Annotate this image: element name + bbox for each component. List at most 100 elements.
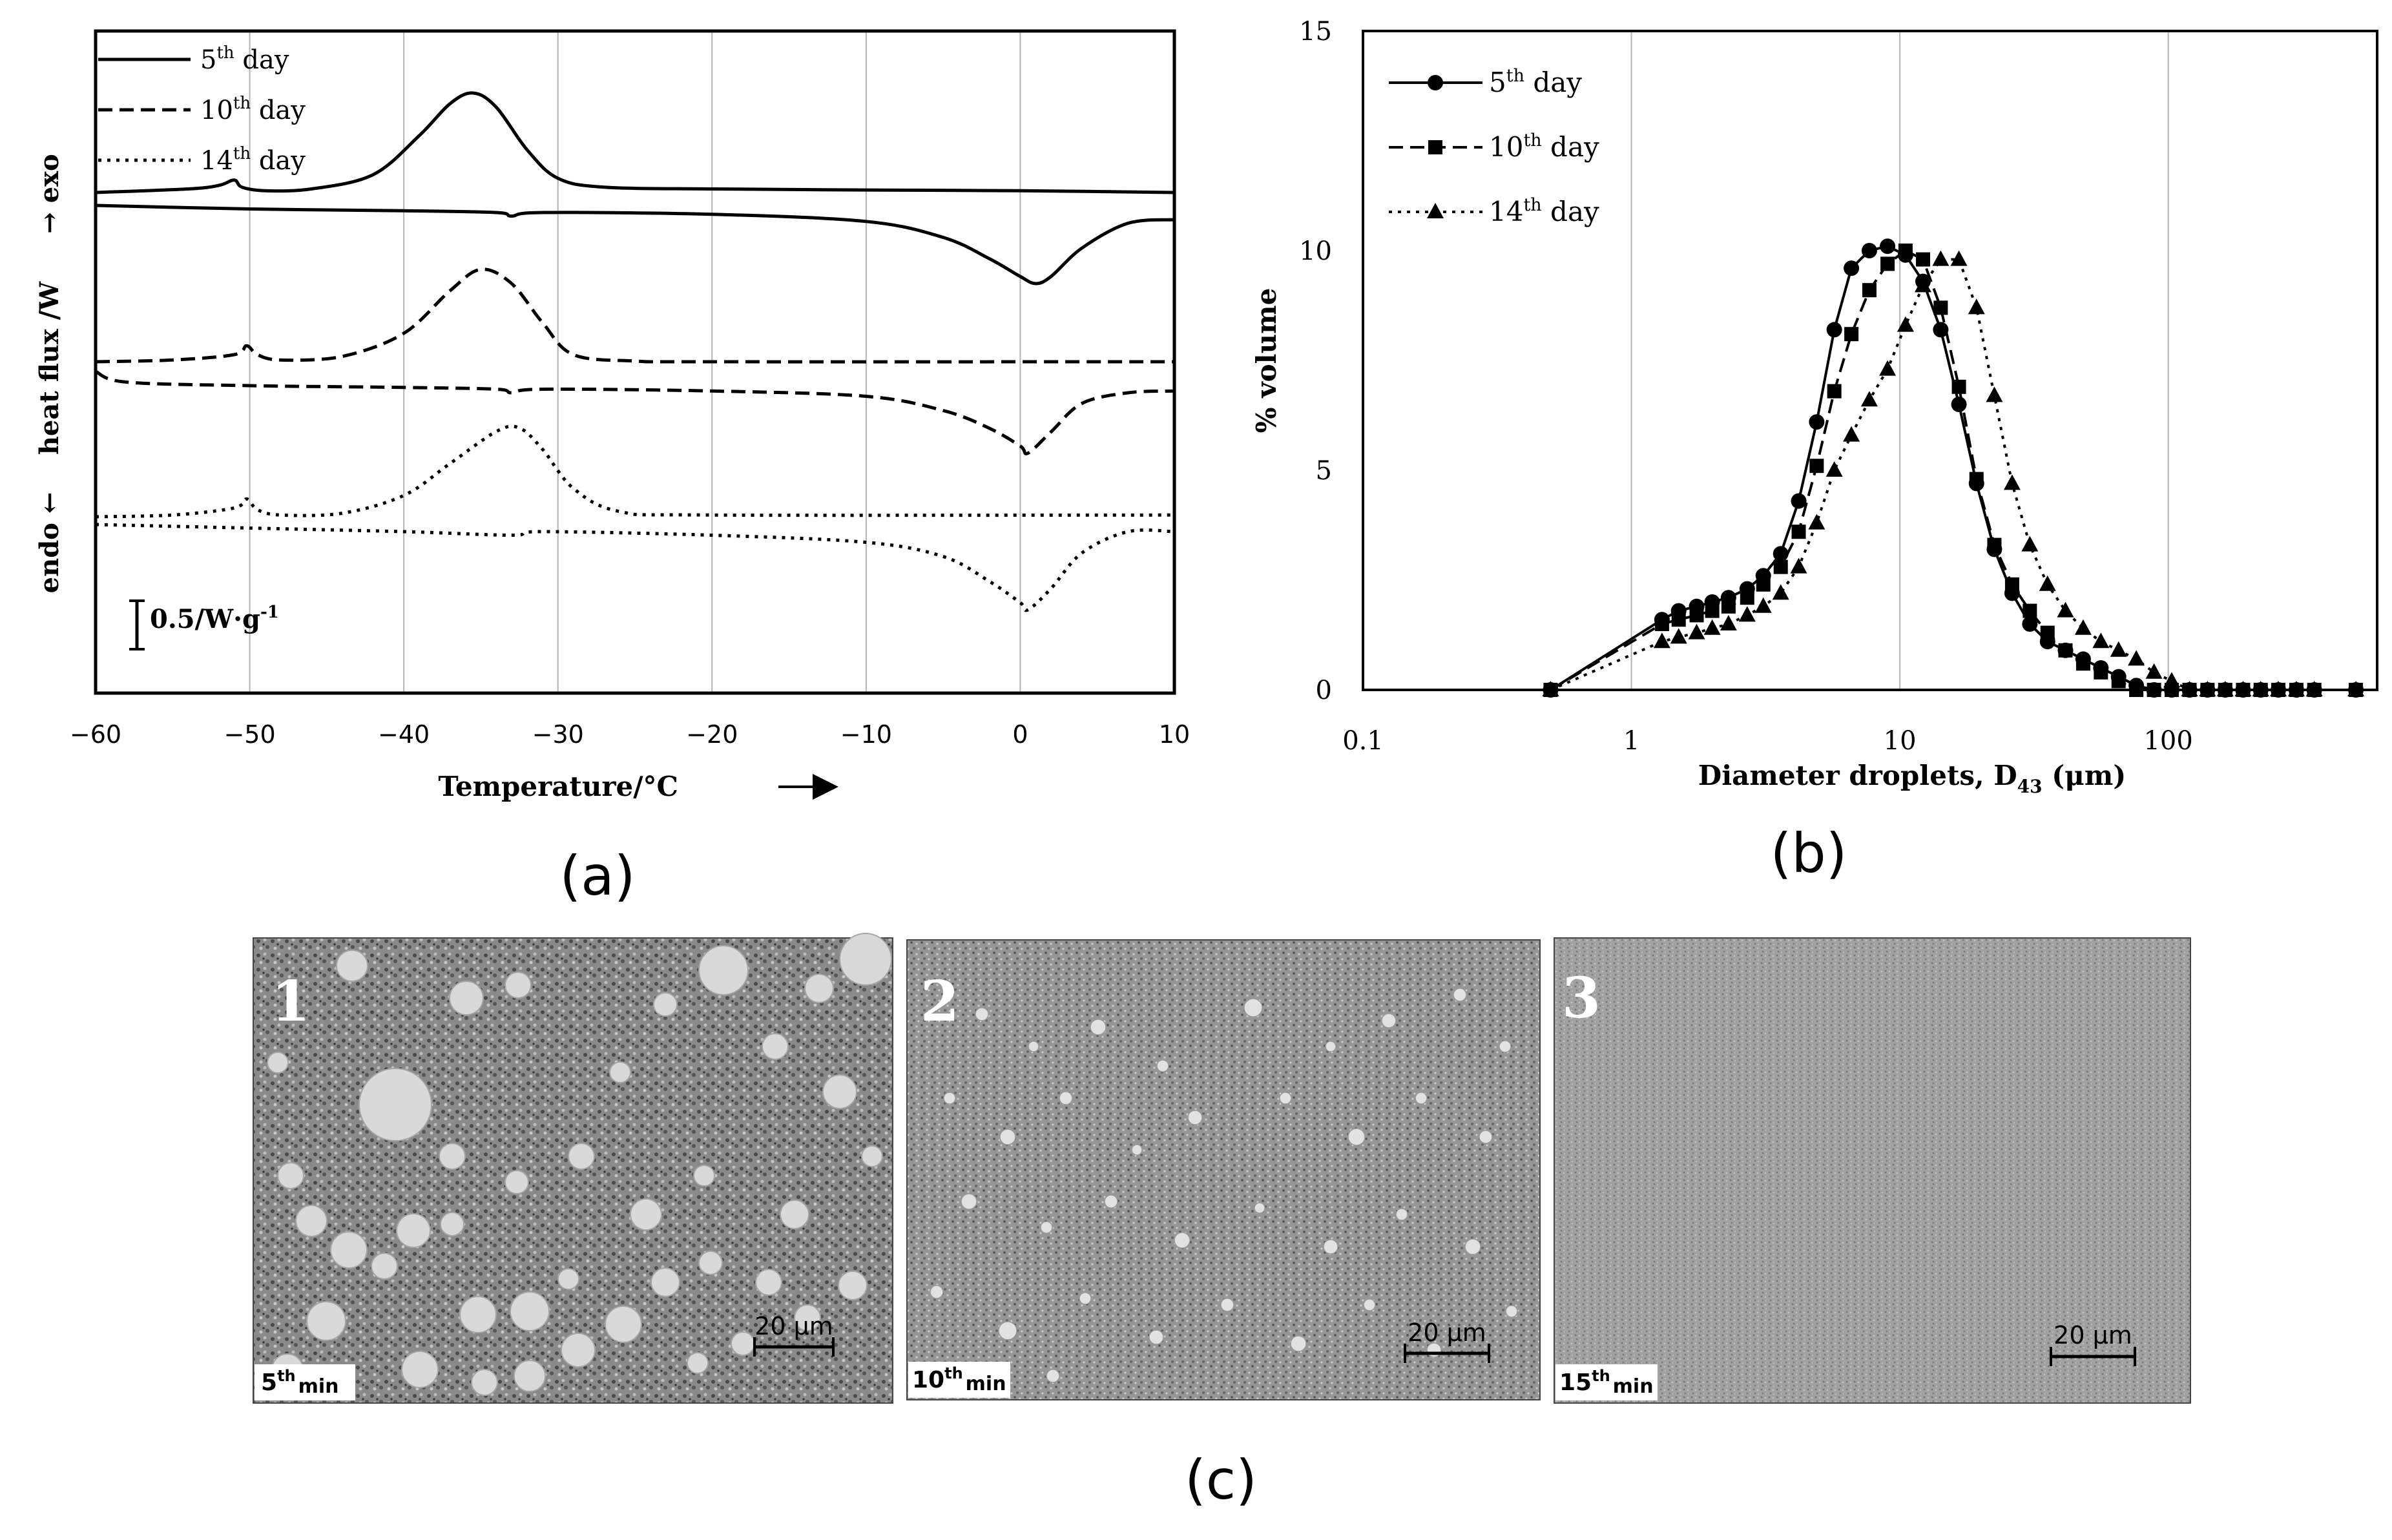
- psd-y-axis-label: % volume: [1251, 288, 1282, 433]
- psd-point-14th-day: [1754, 597, 1772, 613]
- psd-point-10th-day: [2023, 603, 2037, 618]
- psd-point-10th-day: [1740, 590, 1754, 605]
- psd-point-5th-day: [1844, 260, 1860, 276]
- micrograph-2-number: 2: [920, 969, 959, 1034]
- psd-legend-marker: [1428, 140, 1442, 154]
- micrograph-1-droplets: [267, 933, 892, 1396]
- dsc-y-label-exo: → exo: [34, 154, 65, 233]
- psd-legend-label: 10th day: [1489, 130, 1599, 163]
- psd-point-10th-day: [1721, 599, 1736, 614]
- dsc-scale-bar: 0.5/W·g-1: [129, 599, 279, 650]
- dsc-x-tick-label: −40: [378, 720, 430, 749]
- dsc-curves: [94, 91, 1175, 612]
- psd-point-5th-day: [1933, 322, 1949, 338]
- psd-point-14th-day: [2128, 650, 2145, 666]
- psd-point-14th-day: [2003, 474, 2021, 490]
- dsc-y-axis-label: endo ← heat flux /W → exo: [34, 154, 65, 593]
- psd-line-10th-day: [1550, 249, 2356, 691]
- dsc-x-tick-label: −10: [840, 720, 892, 749]
- psd-legend-label: 14th day: [1489, 195, 1599, 227]
- psd-point-10th-day: [1987, 537, 2002, 552]
- psd-point-10th-day: [1844, 327, 1859, 342]
- psd-point-14th-day: [1688, 623, 1705, 640]
- psd-point-14th-day: [1968, 298, 1985, 315]
- psd-y-tick-label: 5: [1316, 456, 1332, 486]
- dsc-x-tick-labels: −60 −50 −40 −30 −20 −10 0 10: [70, 720, 1190, 749]
- psd-point-10th-day: [1671, 612, 1686, 627]
- psd-legend-marker: [1428, 75, 1443, 90]
- psd-x-tick-labels: 0.1 1 10 100: [1342, 726, 2193, 756]
- dsc-y-label-endo: endo ←: [34, 492, 65, 594]
- dsc-curve-5th-day-heating: [95, 203, 1175, 286]
- psd-point-10th-day: [1773, 559, 1788, 574]
- psd-point-10th-day: [1809, 459, 1824, 473]
- panel-label-a: (a): [559, 844, 635, 908]
- psd-point-14th-day: [1703, 619, 1721, 635]
- psd-line-5th-day: [1550, 245, 2356, 691]
- psd-point-10th-day: [2094, 665, 2108, 680]
- panel-label-b: (b): [1771, 822, 1847, 885]
- psd-point-10th-day: [1880, 256, 1895, 271]
- psd-point-5th-day: [2022, 616, 2038, 632]
- panel-label-c: (c): [1185, 1448, 1257, 1512]
- dsc-x-tick-label: 0: [1012, 720, 1028, 749]
- psd-point-14th-day: [1932, 250, 1950, 266]
- psd-point-14th-day: [1879, 360, 1897, 376]
- psd-point-14th-day: [1950, 250, 1968, 266]
- dsc-legend-label: 14th day: [200, 144, 306, 176]
- psd-point-10th-day: [1933, 300, 1948, 315]
- micrograph-1-time: 5th min: [261, 1367, 339, 1398]
- micrograph-2-scale-label: 20 µm: [1408, 1318, 1486, 1347]
- psd-point-14th-day: [2092, 632, 2110, 649]
- psd-plot-frame: [1362, 30, 2378, 691]
- dsc-chart: −60 −50 −40 −30 −20 −10 0 10 5th day 10th day 14t…: [34, 29, 1190, 908]
- dsc-curve-5th-day-cooling: [95, 91, 1175, 194]
- psd-point-10th-day: [1705, 603, 1720, 618]
- psd-point-14th-day: [2074, 619, 2092, 635]
- micrograph-panel: 5th min 1 20 µm: [253, 933, 2191, 1512]
- psd-point-14th-day: [1986, 386, 2003, 402]
- psd-point-14th-day: [1843, 426, 1860, 442]
- psd-line-14th-day: [1550, 258, 2356, 691]
- psd-y-tick-label: 10: [1299, 236, 1332, 266]
- micrograph-3: 15th min 3 20 µm: [1554, 937, 2191, 1404]
- dsc-scale-bar-label: 0.5/W·g-1: [150, 603, 279, 634]
- psd-point-14th-day: [2021, 536, 2039, 552]
- dsc-curve-10th-day-heating: [94, 369, 1175, 455]
- micrograph-3-number: 3: [1562, 966, 1601, 1031]
- psd-point-10th-day: [1756, 577, 1771, 592]
- dsc-legend: 5th day 10th day 14th day: [98, 43, 306, 176]
- psd-point-14th-day: [1772, 584, 1789, 600]
- dsc-plot-frame: [94, 29, 1176, 695]
- psd-point-14th-day: [2110, 641, 2127, 657]
- micrograph-1: 5th min 1 20 µm: [253, 933, 893, 1404]
- psd-point-14th-day: [1897, 316, 1914, 332]
- psd-point-10th-day: [1689, 608, 1704, 623]
- psd-point-14th-day: [1808, 514, 1825, 530]
- psd-point-14th-day: [2163, 672, 2180, 688]
- psd-point-10th-day: [1827, 384, 1842, 399]
- psd-point-10th-day: [1862, 283, 1877, 298]
- psd-point-14th-day: [2057, 601, 2074, 618]
- psd-point-14th-day: [1720, 615, 1737, 630]
- psd-point-10th-day: [1969, 472, 1984, 486]
- dsc-curve-14th-day-heating: [95, 523, 1175, 612]
- psd-point-14th-day: [1914, 276, 1931, 293]
- micrograph-3-scale-label: 20 µm: [2054, 1321, 2132, 1349]
- psd-grid: [1630, 31, 2169, 690]
- dsc-curve-10th-day-cooling: [95, 267, 1175, 364]
- psd-y-tick-labels: 0 5 10 15: [1299, 17, 1332, 705]
- micrograph-1-number: 1: [271, 969, 310, 1034]
- psd-point-14th-day: [2145, 663, 2163, 679]
- micrograph-2-time: 10th min: [912, 1364, 1006, 1395]
- psd-x-axis-label: Diameter droplets, D43 (μm): [1698, 760, 2126, 797]
- psd-point-10th-day: [1915, 252, 1930, 267]
- psd-point-5th-day: [1880, 238, 1896, 255]
- micrograph-1-time-box: [255, 1364, 355, 1400]
- psd-point-10th-day: [1654, 617, 1669, 631]
- psd-x-tick-label: 0.1: [1342, 726, 1384, 756]
- psd-point-10th-day: [1951, 379, 1966, 394]
- psd-point-14th-day: [1825, 461, 1843, 477]
- dsc-x-tick-label: −50: [224, 720, 275, 749]
